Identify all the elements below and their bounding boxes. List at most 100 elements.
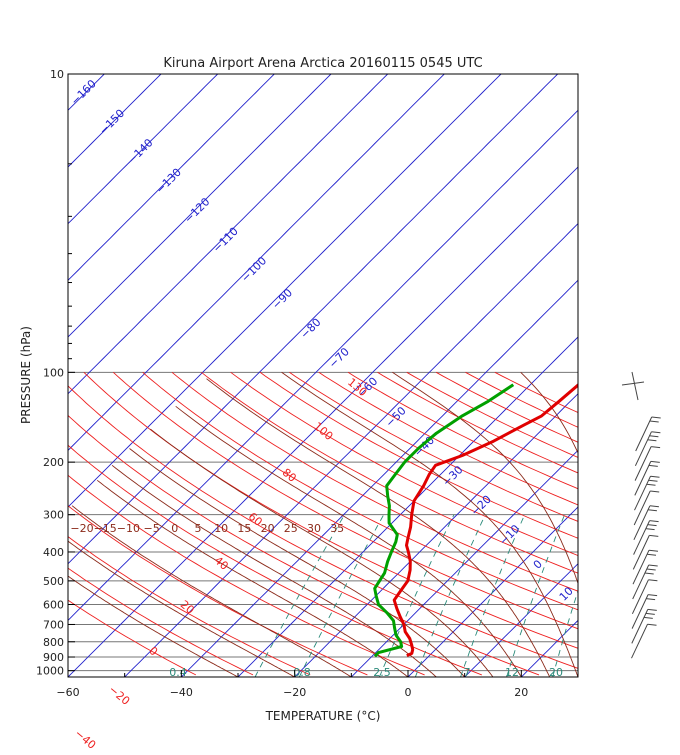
sounding-profiles [373, 383, 578, 658]
chart-title: Kiruna Airport Arena Arctica 20160115 05… [163, 56, 482, 71]
wind-barb-flag [647, 439, 657, 442]
wind-barb [634, 461, 652, 496]
wind-barb-flag [646, 553, 657, 556]
wind-barb-flag [650, 475, 660, 478]
isotherm-line [68, 74, 275, 281]
y-tick-label: 100 [43, 366, 64, 379]
wind-barb [631, 371, 639, 401]
isotherm-label: −5 [143, 522, 159, 535]
wind-barb-flag [648, 579, 658, 582]
wind-barb-flag [646, 598, 656, 601]
wind-barb-flag [650, 460, 660, 463]
wind-barb-flag [650, 490, 660, 493]
y-tick-label: 400 [43, 546, 64, 559]
wind-barb-flag [643, 616, 653, 619]
wind-barb [633, 505, 651, 541]
wind-barb-flag [647, 608, 657, 611]
wind-barb-flag [645, 528, 655, 531]
wind-barb-flag [644, 572, 654, 575]
x-tick-label: 20 [514, 686, 528, 699]
dry-adiabat-line [68, 474, 425, 676]
x-axis-label: TEMPERATURE (°C) [265, 709, 381, 723]
dry-adiabat-line [230, 371, 578, 557]
moist-adiabat-line [150, 428, 494, 677]
x-tick-label: −60 [56, 686, 79, 699]
y-tick-label: 10 [50, 68, 64, 81]
moist-adiabats [68, 371, 578, 677]
isotherm-line [68, 74, 445, 451]
dry-adiabat-line [289, 371, 578, 522]
y-tick-label: 300 [43, 509, 64, 522]
wind-barb-flag [647, 524, 657, 527]
dry-adiabat-line [68, 385, 578, 669]
dry-adiabat-line [83, 371, 578, 649]
dry-adiabat-line [68, 536, 311, 676]
wind-barb [634, 475, 651, 511]
wind-barb-flag [649, 534, 659, 537]
isotherm-label: 0 [171, 522, 178, 535]
wind-barb-flag [648, 549, 659, 552]
wind-barb [631, 579, 649, 615]
isotherm-line [68, 74, 389, 395]
y-tick-label: 700 [43, 619, 64, 632]
dry-adiabat-line [318, 371, 578, 506]
mixing-ratio-label: 0.8 [293, 666, 311, 679]
isotherm-label: −15 [94, 522, 117, 535]
isotherm-line [68, 166, 578, 677]
isotherm-label: −20 [70, 522, 93, 535]
moist-adiabat-line [281, 371, 578, 677]
y-tick-label: 500 [43, 575, 64, 588]
isotherm-label: 15 [237, 522, 251, 535]
wind-barb-flag [646, 568, 656, 571]
mixing-ratio-label: 20 [549, 666, 563, 679]
wind-barb [631, 623, 648, 659]
dry-adiabat-line [68, 599, 197, 676]
wind-barb-flag [645, 612, 655, 615]
wind-barb [634, 446, 652, 481]
y-tick-label: 200 [43, 456, 64, 469]
wind-barb [635, 416, 653, 452]
isotherm-label: 20 [261, 522, 275, 535]
wind-barb-flag [647, 623, 657, 626]
isotherm-line [68, 74, 332, 338]
x-tick-label: 0 [405, 686, 412, 699]
dry-adiabat-line [435, 371, 578, 443]
wind-barbs [621, 371, 661, 659]
isotherm-label: 30 [307, 522, 321, 535]
mixing-ratio-line [552, 589, 578, 677]
moist-adiabat-line [175, 405, 522, 677]
isotherm-line [464, 563, 578, 677]
wind-barb [634, 431, 652, 467]
dry-adiabats [68, 371, 578, 676]
isotherm-line [68, 74, 559, 565]
isotherm-line [68, 74, 219, 225]
mixing-ratio-label: 12 [505, 666, 519, 679]
dewpoint-profile [373, 383, 515, 658]
isotherm-line [180, 279, 578, 677]
x-tick-label: −20 [283, 686, 306, 699]
isotherm-label: 5 [195, 522, 202, 535]
wind-barb [633, 490, 651, 526]
isotherm-line [68, 74, 502, 508]
x-tick-label: −40 [170, 686, 193, 699]
wind-barb-flag [651, 416, 661, 419]
mixing-ratio-line [506, 514, 566, 677]
dry-adiabat-line [68, 414, 540, 676]
wind-barb-flag [647, 509, 657, 512]
dry-adiabat-line [171, 371, 578, 592]
wind-barb-flag [651, 431, 661, 434]
dry-adiabat-line [377, 371, 578, 474]
dry-adiabat-line [259, 371, 578, 539]
isotherm-line [350, 449, 578, 677]
wind-barb [621, 381, 645, 386]
y-tick-label: 900 [43, 651, 64, 664]
isotherm-line [68, 109, 578, 622]
wind-barb [631, 609, 649, 644]
mixing-ratio-line [254, 514, 345, 677]
y-tick-label: 1000 [36, 665, 64, 678]
y-axis-label: PRESSURE (hPa) [19, 326, 33, 424]
moist-adiabat-line [68, 575, 239, 677]
dry-adiabat-line [465, 371, 578, 428]
